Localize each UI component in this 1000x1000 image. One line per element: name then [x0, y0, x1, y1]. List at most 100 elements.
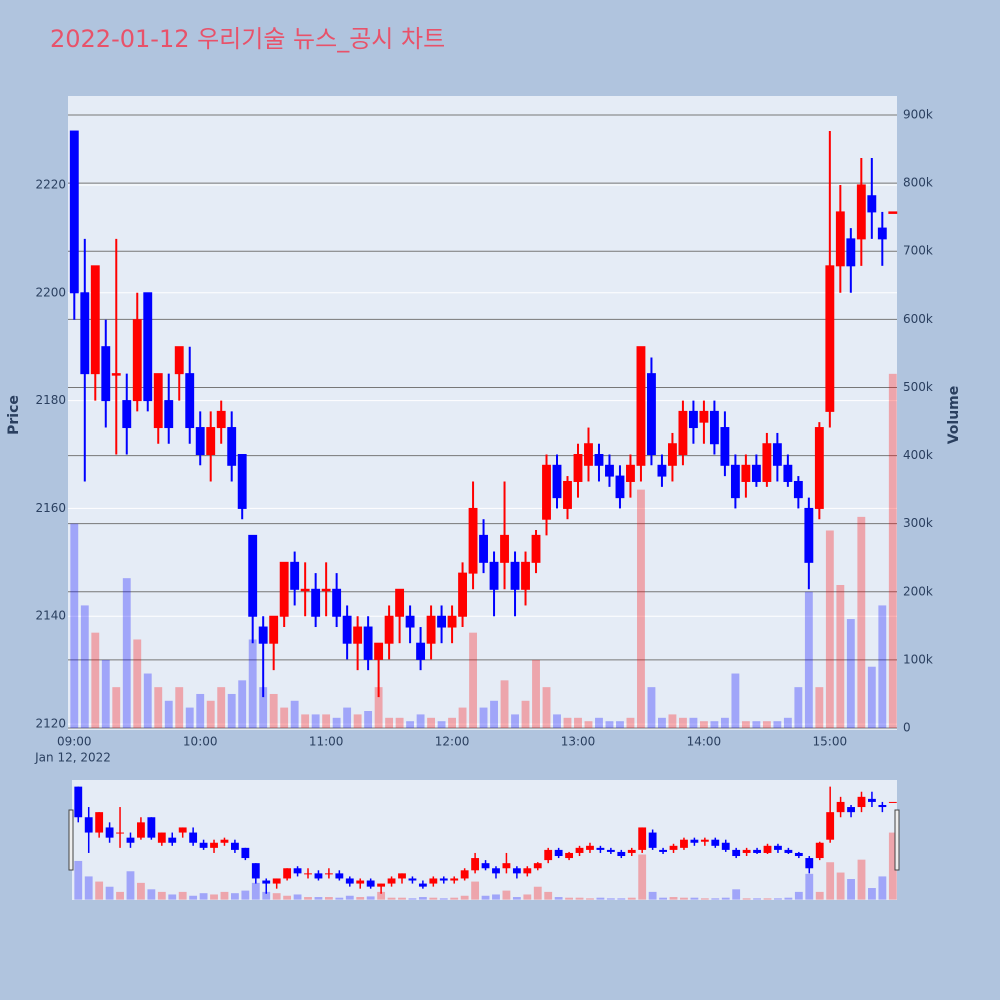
candle-body	[174, 346, 184, 375]
slider-handle[interactable]	[68, 809, 74, 871]
candle-body	[426, 615, 436, 644]
slider-volume-bar	[377, 891, 386, 900]
slider-candle-body	[857, 796, 866, 808]
candle-body	[153, 373, 163, 429]
slider-candle-body	[366, 880, 375, 887]
slider-volume-bar	[398, 897, 406, 900]
candle-body	[835, 211, 845, 267]
volume-bar	[846, 619, 855, 729]
range-slider[interactable]	[72, 780, 897, 900]
slider-candle-body	[439, 878, 448, 881]
volume-bar	[857, 516, 866, 729]
volume-bar	[206, 700, 215, 729]
candle-body	[668, 443, 677, 466]
candle-body	[615, 475, 625, 499]
slider-volume-bar	[387, 897, 396, 900]
candle-body	[90, 265, 100, 375]
candle-body	[468, 507, 478, 574]
slider-candle-body	[638, 827, 647, 850]
volume-bar	[374, 687, 383, 729]
volume-bar	[542, 687, 551, 729]
candle-body	[185, 373, 195, 429]
slider-candle-body	[262, 880, 271, 884]
slider-candle-body	[178, 827, 187, 833]
y2-tick-label: 0	[903, 721, 911, 735]
candle-body	[248, 534, 258, 617]
volume-bar	[469, 632, 477, 729]
slider-volume-bar	[481, 895, 490, 900]
slider-volume-bar	[774, 898, 782, 900]
volume-bar	[878, 605, 887, 729]
volume-bar	[101, 659, 110, 729]
candle-body	[500, 534, 509, 563]
slider-volume-bar	[784, 897, 793, 900]
slider-volume-bar	[366, 896, 375, 900]
slider-volume-bar	[575, 897, 584, 900]
slider-volume-bar	[826, 862, 835, 900]
volume-bar	[185, 707, 194, 729]
candle-body	[363, 626, 373, 660]
slider-volume-bar	[586, 898, 594, 900]
slider-candle-body	[220, 839, 229, 843]
slider-candle-body	[293, 868, 302, 874]
y2-tick-label: 600k	[903, 312, 933, 326]
volume-bar	[752, 721, 761, 729]
slider-candle-body	[105, 827, 114, 838]
slider-candle-body	[680, 839, 688, 848]
candle-body	[269, 615, 279, 644]
slider-candle-body	[137, 822, 145, 838]
slider-candle-body	[95, 812, 104, 833]
volume-bar	[637, 489, 645, 729]
slider-candle-body	[230, 842, 239, 850]
slider-candle-body	[283, 868, 292, 879]
candle-body	[290, 561, 300, 590]
slider-volume-bar	[168, 894, 177, 900]
slider-candle-body	[418, 883, 427, 887]
y-tick-label: 2200	[35, 285, 66, 299]
slider-candle-body	[471, 858, 480, 871]
slider-candle-body	[878, 805, 887, 808]
volume-bar	[70, 523, 79, 729]
slider-candle-body	[450, 878, 459, 881]
candle-body	[206, 427, 216, 456]
slider-candle-body	[84, 817, 93, 833]
slider-volume-bar	[711, 898, 720, 900]
slider-volume-bar	[596, 897, 605, 900]
volume-bar	[699, 721, 708, 729]
slider-volume-bar	[638, 854, 647, 900]
slider-volume-bar	[659, 897, 667, 900]
slider-volume-bar	[763, 898, 772, 900]
volume-bar	[196, 693, 205, 729]
slider-volume-bar	[189, 895, 198, 900]
x-tick-label: 14:00	[687, 735, 722, 749]
slider-candle-body	[116, 832, 124, 834]
y2-tick-label: 900k	[903, 108, 933, 122]
volume-bar	[783, 717, 792, 729]
slider-candle-body	[732, 849, 741, 857]
slider-candle-body	[888, 801, 897, 803]
candle-body	[216, 410, 226, 429]
candle-body	[867, 195, 877, 213]
slider-candle-body	[126, 837, 135, 843]
candle-body	[258, 626, 268, 644]
volume-bar	[259, 687, 268, 729]
volume-bar	[143, 673, 152, 729]
slider-volume-bar	[565, 897, 574, 900]
candle-body	[846, 238, 856, 267]
candle-body	[395, 588, 405, 617]
slider-volume-bar	[137, 882, 145, 900]
volume-bar	[112, 687, 121, 729]
candle-body	[69, 130, 79, 294]
slider-candle-body	[408, 878, 417, 881]
slider-candle-body	[826, 812, 835, 840]
volume-bar	[227, 693, 236, 729]
volume-bar	[825, 530, 834, 729]
slider-handle[interactable]	[894, 809, 900, 871]
slider-volume-bar	[178, 891, 187, 900]
slider-volume-bar	[324, 897, 333, 900]
slider-candle-body	[815, 842, 824, 859]
slider-volume-bar	[815, 891, 824, 900]
candle-body	[237, 454, 247, 509]
x-tick-label: 10:00	[183, 735, 218, 749]
volume-bar	[301, 714, 310, 729]
